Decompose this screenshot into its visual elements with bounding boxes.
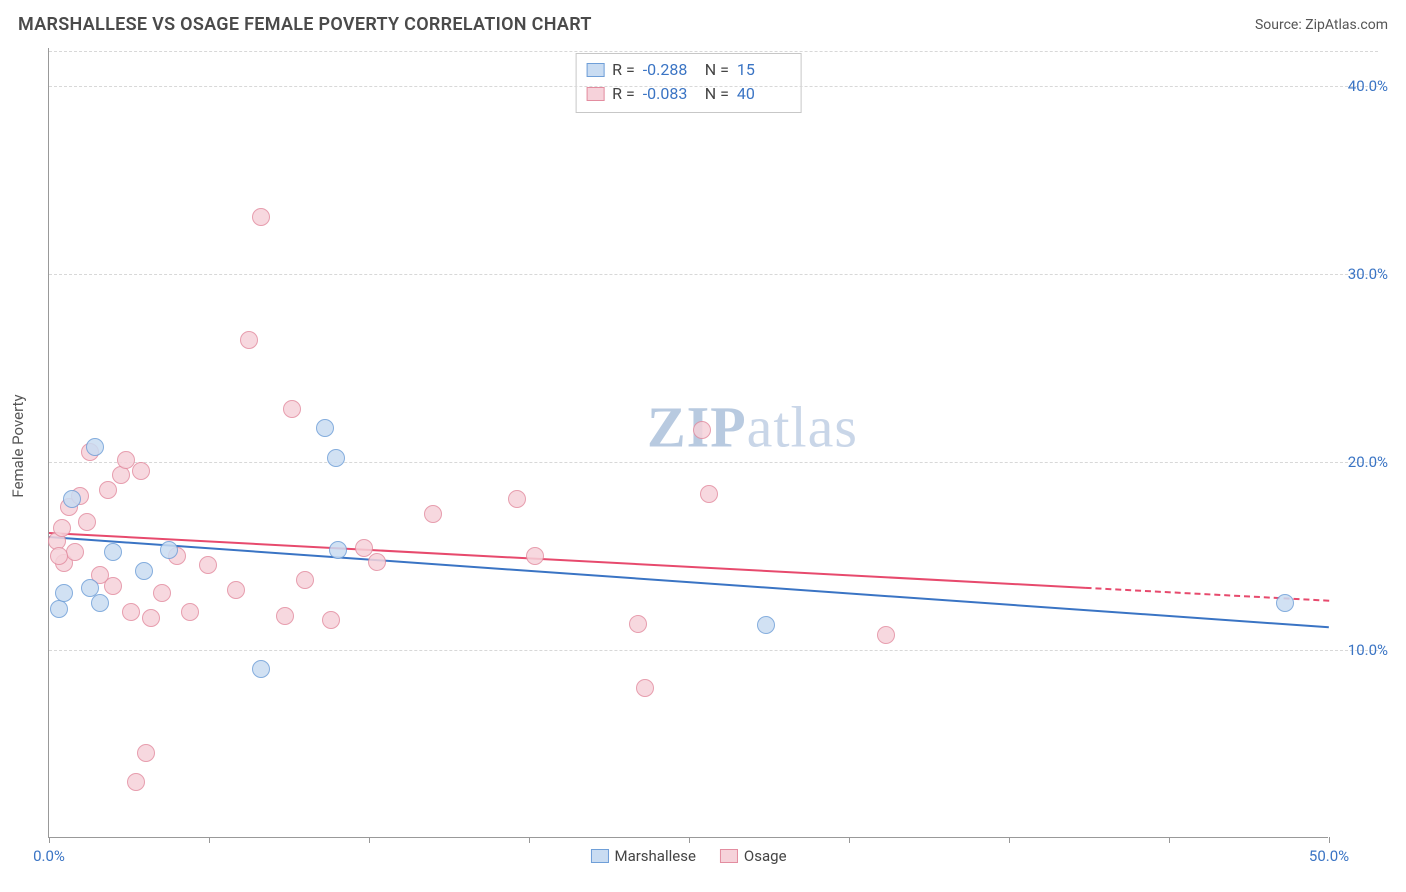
point-osage xyxy=(693,421,711,439)
xtick xyxy=(1169,837,1170,843)
xtick xyxy=(529,837,530,843)
gridline xyxy=(49,650,1378,651)
point-osage xyxy=(368,553,386,571)
point-osage xyxy=(508,490,526,508)
r-value: -0.288 xyxy=(643,58,697,82)
point-osage xyxy=(322,611,340,629)
point-osage xyxy=(122,603,140,621)
ytick-label: 10.0% xyxy=(1348,641,1388,659)
stats-row-marshallese: R = -0.288 N = 15 xyxy=(586,58,791,82)
point-osage xyxy=(252,208,270,226)
point-osage xyxy=(181,603,199,621)
point-osage xyxy=(153,584,171,602)
swatch-icon xyxy=(590,849,608,863)
point-osage xyxy=(700,485,718,503)
watermark-atlas: atlas xyxy=(747,394,858,459)
gridline xyxy=(49,86,1378,87)
point-osage xyxy=(132,462,150,480)
xtick xyxy=(369,837,370,843)
point-osage xyxy=(66,543,84,561)
point-osage xyxy=(99,481,117,499)
xtick xyxy=(849,837,850,843)
plot-area: ZIPatlas R =-0.288N =15R =-0.083N =40 Ma… xyxy=(48,48,1328,838)
swatch-icon xyxy=(586,87,604,101)
point-marshallese xyxy=(1276,594,1294,612)
point-marshallese xyxy=(135,562,153,580)
point-marshallese xyxy=(104,543,122,561)
point-marshallese xyxy=(63,490,81,508)
gridline xyxy=(49,51,1378,52)
ytick-label: 40.0% xyxy=(1348,77,1388,95)
point-osage xyxy=(127,773,145,791)
source-label: Source: ZipAtlas.com xyxy=(1255,17,1388,33)
r-label: R = xyxy=(612,58,635,82)
correlation-stats-box: R =-0.288N =15R =-0.083N =40 xyxy=(575,53,802,113)
point-osage xyxy=(629,615,647,633)
point-marshallese xyxy=(316,419,334,437)
gridline xyxy=(49,462,1378,463)
swatch-icon xyxy=(586,63,604,77)
point-osage xyxy=(283,400,301,418)
n-label: N = xyxy=(705,58,729,82)
point-osage xyxy=(636,679,654,697)
point-osage xyxy=(296,571,314,589)
point-osage xyxy=(199,556,217,574)
point-osage xyxy=(276,607,294,625)
ytick-label: 30.0% xyxy=(1348,265,1388,283)
legend-item-osage: Osage xyxy=(720,847,787,865)
point-osage xyxy=(424,505,442,523)
xtick xyxy=(209,837,210,843)
point-marshallese xyxy=(55,584,73,602)
legend-label: Marshallese xyxy=(614,847,695,865)
watermark: ZIPatlas xyxy=(647,393,858,460)
point-marshallese xyxy=(252,660,270,678)
point-osage xyxy=(240,331,258,349)
xtick xyxy=(1009,837,1010,843)
legend-item-marshallese: Marshallese xyxy=(590,847,695,865)
point-osage xyxy=(142,609,160,627)
ytick-label: 20.0% xyxy=(1348,453,1388,471)
point-osage xyxy=(78,513,96,531)
point-marshallese xyxy=(327,449,345,467)
chart-container: MARSHALLESE VS OSAGE FEMALE POVERTY CORR… xyxy=(0,0,1406,892)
point-osage xyxy=(53,519,71,537)
point-marshallese xyxy=(160,541,178,559)
gridline xyxy=(49,274,1378,275)
point-osage xyxy=(50,547,68,565)
y-axis-label: Female Poverty xyxy=(9,394,27,497)
point-marshallese xyxy=(329,541,347,559)
xtick xyxy=(1329,837,1330,843)
legend: Marshallese Osage xyxy=(590,847,786,865)
title-bar: MARSHALLESE VS OSAGE FEMALE POVERTY CORR… xyxy=(0,0,1406,35)
xtick-label: 0.0% xyxy=(33,847,65,865)
point-osage xyxy=(137,744,155,762)
point-osage xyxy=(227,581,245,599)
point-osage xyxy=(104,577,122,595)
point-marshallese xyxy=(91,594,109,612)
swatch-icon xyxy=(720,849,738,863)
xtick xyxy=(689,837,690,843)
point-osage xyxy=(526,547,544,565)
xtick-label: 50.0% xyxy=(1309,847,1349,865)
point-osage xyxy=(877,626,895,644)
xtick xyxy=(49,837,50,843)
point-marshallese xyxy=(757,616,775,634)
chart-title: MARSHALLESE VS OSAGE FEMALE POVERTY CORR… xyxy=(18,14,592,35)
legend-label: Osage xyxy=(744,847,787,865)
n-value: 15 xyxy=(737,58,791,82)
point-marshallese xyxy=(86,438,104,456)
